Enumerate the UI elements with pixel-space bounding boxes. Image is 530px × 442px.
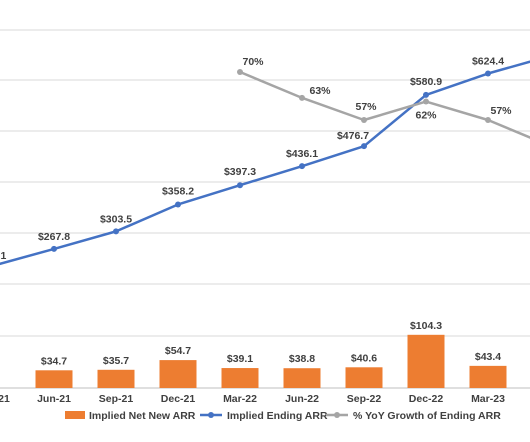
x-tick-jun-22: Jun-22 <box>285 393 319 405</box>
legend: Implied Net New ARR Implied Ending ARR %… <box>65 410 501 422</box>
ending-arr-label-jun-22: $436.1 <box>286 148 318 160</box>
ending-arr-label-sep-22: $476.7 <box>337 130 369 142</box>
legend-marker-ending-arr <box>208 412 214 418</box>
yoy-growth-point-mar-22 <box>237 69 243 75</box>
bar-label-jun-21: $34.7 <box>41 355 67 367</box>
bar-dec-21 <box>159 360 197 388</box>
bar-jun-21 <box>35 370 73 388</box>
ending-arr-point-sep-21 <box>113 228 119 235</box>
x-tick-mar-21: 21 <box>0 393 10 405</box>
x-tick-dec-21: Dec-21 <box>161 393 196 405</box>
bar-label-jun-22: $38.8 <box>289 353 315 365</box>
bar-label-dec-21: $54.7 <box>165 345 191 357</box>
yoy-growth-point-sep-22 <box>361 117 367 123</box>
ending-arr-label-dec-22: $580.9 <box>410 76 442 88</box>
bar-label-sep-22: $40.6 <box>351 352 377 364</box>
ending-arr-point-mar-22 <box>237 182 243 189</box>
bar-data-labels: $34.7 $35.7 $54.7 $39.1 $38.8 $40.6 $104.3 $43.… <box>41 320 501 367</box>
bar-label-sep-21: $35.7 <box>103 355 129 367</box>
x-tick-dec-22: Dec-22 <box>409 393 444 405</box>
x-axis: 21 Jun-21 Sep-21 Dec-21 Mar-22 Jun-22 Sep-22 De… <box>0 393 505 405</box>
bar-label-dec-22: $104.3 <box>410 320 442 332</box>
yoy-growth-label-mar-22: 70% <box>242 56 264 68</box>
gridlines <box>0 29 530 389</box>
yoy-growth-point-mar-23 <box>485 117 491 123</box>
ending-arr-label-sep-21: $303.5 <box>100 213 132 225</box>
bar-jun-22 <box>283 368 321 388</box>
bar-sep-22 <box>345 367 383 388</box>
legend-swatch-net-new-arr <box>65 411 85 419</box>
bar-series-net-new-arr <box>35 334 507 388</box>
yoy-growth-label-jun-22: 63% <box>309 85 331 97</box>
yoy-growth-line <box>239 70 530 139</box>
bar-dec-22 <box>407 334 445 388</box>
ending-arr-point-jun-22 <box>299 163 305 170</box>
ending-arr-point-dec-21 <box>175 201 181 208</box>
ending-arr-label-mar-22: $397.3 <box>224 166 256 178</box>
yoy-growth-point-jun-22 <box>299 94 305 101</box>
ending-arr-point-jun-21 <box>51 245 57 252</box>
legend-label-net-new-arr: Implied Net New ARR <box>89 410 196 422</box>
yoy-growth-point-dec-22 <box>423 98 429 105</box>
bar-mar-23 <box>469 365 507 388</box>
ending-arr-label-mar-23: $624.4 <box>472 56 504 68</box>
bar-sep-21 <box>97 369 135 388</box>
legend-label-ending-arr: Implied Ending ARR <box>227 410 328 422</box>
yoy-growth-label-sep-22: 57% <box>355 101 377 113</box>
ending-arr-line <box>0 60 530 266</box>
x-tick-sep-22: Sep-22 <box>347 393 382 405</box>
x-tick-mar-22: Mar-22 <box>223 393 257 405</box>
ending-arr-label-dec-21: $358.2 <box>162 185 194 197</box>
ending-arr-label-mar-21: .1 <box>0 250 7 262</box>
ending-arr-label-jun-21: $267.8 <box>38 231 70 243</box>
ending-arr-point-sep-22 <box>361 143 367 150</box>
ending-arr-point-dec-22 <box>423 91 429 98</box>
x-tick-sep-21: Sep-21 <box>99 393 134 405</box>
bar-label-mar-22: $39.1 <box>227 353 253 365</box>
line-series <box>0 60 530 266</box>
bar-mar-22 <box>221 368 259 388</box>
yoy-growth-label-mar-23: 57% <box>490 105 512 117</box>
ending-arr-point-mar-23 <box>485 70 491 77</box>
x-tick-jun-21: Jun-21 <box>37 393 71 405</box>
x-tick-mar-23: Mar-23 <box>471 393 505 405</box>
legend-marker-yoy-growth <box>334 412 340 418</box>
legend-label-yoy-growth: % YoY Growth of Ending ARR <box>353 410 501 422</box>
line-data-labels: .1 $267.8 $303.5 $358.2 $397.3 $436.1 $476.7 $5… <box>0 56 512 262</box>
yoy-growth-label-dec-22: 62% <box>415 110 437 122</box>
bar-label-mar-23: $43.4 <box>475 351 501 363</box>
